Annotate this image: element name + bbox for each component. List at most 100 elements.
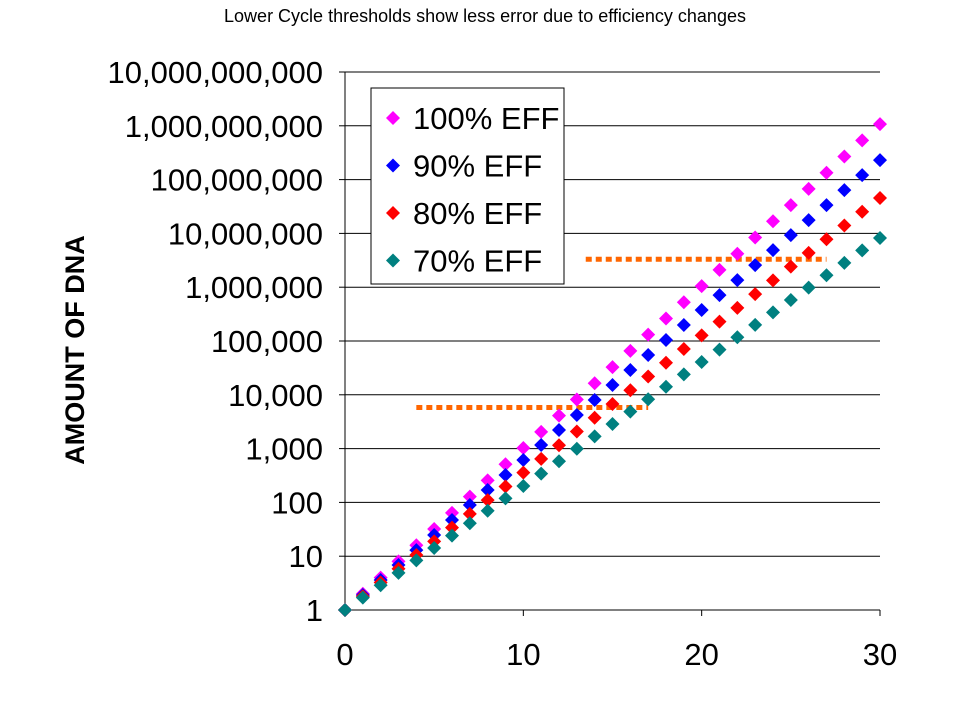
data-point (730, 246, 745, 261)
data-point (801, 245, 816, 260)
data-point (516, 441, 531, 456)
legend-label: 100% EFF (413, 101, 559, 136)
data-point (641, 327, 656, 342)
data-point (605, 378, 620, 393)
data-point (659, 333, 673, 348)
data-point (623, 404, 638, 419)
data-point (837, 255, 852, 270)
y-tick-label: 10,000,000,000 (108, 55, 324, 90)
data-point (427, 541, 442, 556)
data-point (641, 348, 656, 363)
data-point (373, 578, 388, 593)
data-point (766, 305, 780, 320)
data-point (676, 367, 691, 382)
data-point (445, 513, 459, 528)
data-point (676, 295, 691, 310)
data-point (659, 379, 673, 394)
data-point (498, 491, 513, 506)
data-point (819, 165, 834, 180)
data-point (534, 466, 549, 481)
data-point (837, 183, 852, 198)
data-point (712, 262, 727, 277)
data-point (783, 228, 798, 243)
legend-label: 90% EFF (413, 149, 542, 184)
legend-marker (386, 111, 400, 125)
data-point (748, 258, 763, 273)
data-point (552, 438, 566, 453)
data-point (801, 181, 816, 196)
data-point (712, 288, 727, 303)
data-point (498, 479, 513, 494)
data-point (783, 293, 798, 308)
data-point (480, 493, 495, 508)
x-tick-label: 0 (336, 637, 353, 672)
data-point (873, 117, 887, 132)
y-tick-label: 100 (271, 485, 323, 520)
data-point (552, 423, 566, 438)
data-point (694, 328, 709, 343)
data-point (801, 280, 816, 295)
data-point (855, 243, 870, 258)
legend: 100% EFF 90% EFF 80% EFF 70% EFF (370, 87, 565, 285)
data-point (462, 516, 477, 531)
data-point (766, 214, 780, 229)
data-point (676, 342, 691, 357)
data-point (409, 553, 424, 568)
legend-marker (386, 206, 400, 220)
data-point (694, 355, 709, 370)
y-axis-title: AMOUNT OF DNA (60, 235, 90, 464)
y-tick-label: 1 (306, 593, 323, 628)
data-point (534, 451, 549, 466)
data-point (516, 453, 531, 468)
y-axis-tick-labels: 1 10 100 1,000 10,000 100,000 1,000,000 10,000,… (108, 55, 324, 628)
data-point (819, 268, 834, 283)
legend-box (370, 87, 565, 285)
data-point (587, 410, 602, 425)
data-point (480, 483, 495, 498)
data-point (748, 287, 763, 302)
data-point (748, 317, 763, 332)
data-point (605, 396, 620, 411)
y-tick-label: 10,000 (228, 378, 323, 413)
data-point (552, 454, 566, 469)
data-point (569, 392, 584, 407)
data-point (855, 204, 870, 219)
data-point (623, 343, 638, 358)
data-point (623, 383, 638, 398)
x-axis-tick-labels: 0 10 20 30 (336, 637, 897, 672)
data-point (855, 168, 870, 183)
legend-marker (386, 253, 400, 268)
data-point (587, 376, 602, 391)
data-point (480, 473, 495, 488)
data-point (730, 300, 745, 315)
data-point (766, 243, 780, 258)
data-point (534, 438, 549, 453)
data-point (837, 149, 852, 164)
legend-label: 70% EFF (413, 244, 542, 279)
data-point (659, 355, 673, 370)
data-point (516, 465, 531, 480)
legend-label: 80% EFF (413, 196, 542, 231)
data-point (730, 330, 745, 345)
data-point (676, 318, 691, 333)
data-point (748, 230, 763, 245)
data-point (534, 424, 549, 439)
data-point (552, 408, 566, 423)
data-point (498, 468, 513, 483)
data-point (445, 505, 459, 520)
data-point (819, 232, 834, 247)
x-tick-label: 10 (506, 637, 540, 672)
data-point (516, 478, 531, 493)
data-point (462, 498, 477, 513)
data-point (391, 565, 406, 580)
data-point (873, 153, 887, 168)
data-point (623, 363, 638, 378)
data-points (338, 117, 887, 617)
data-point (855, 133, 870, 148)
data-point (873, 190, 887, 205)
data-point (587, 429, 602, 444)
data-point (837, 218, 852, 233)
y-tick-label: 100,000 (211, 324, 323, 359)
y-tick-label: 100,000,000 (151, 163, 323, 198)
data-point (605, 360, 620, 375)
